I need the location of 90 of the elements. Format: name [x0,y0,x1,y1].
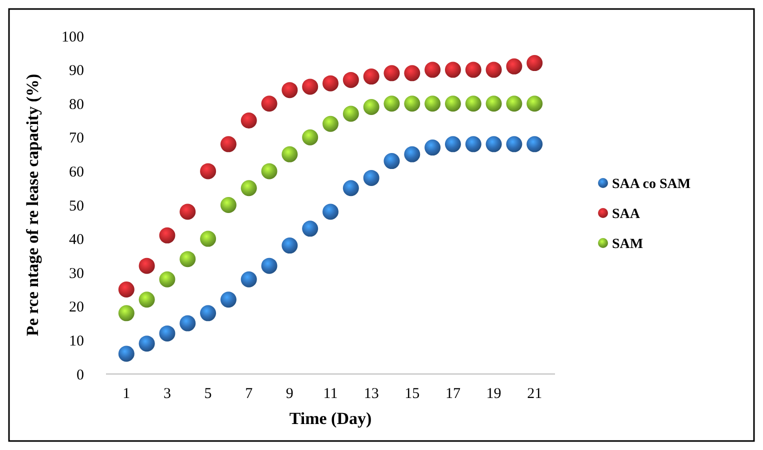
point [180,315,196,332]
point [404,146,420,162]
point [240,112,257,128]
point [465,96,482,112]
point [342,106,359,122]
point [363,68,380,85]
point [486,136,502,152]
x-tick-label: 1 [122,386,130,402]
point [180,204,196,220]
point [159,227,176,244]
point [363,170,380,186]
point [322,75,338,92]
point [506,136,522,152]
x-tick-label: 17 [445,386,461,402]
y-tick-label: 70 [69,130,84,147]
y-tick-label: 100 [62,29,84,46]
point [118,305,134,322]
point [261,258,278,274]
point [159,271,176,288]
y-tick-label: 50 [69,198,84,214]
point [138,258,155,274]
x-tick-label: 3 [163,386,171,402]
x-axis-title: Time (Day) [289,409,372,428]
point [526,55,543,72]
point [322,116,338,132]
point [200,230,216,247]
point [486,96,502,112]
point [220,292,236,308]
x-tick-label: 9 [286,386,294,402]
point [404,96,420,112]
point [424,140,441,156]
point [506,58,522,74]
point [261,96,278,112]
point [240,271,257,288]
point [180,251,196,268]
legend-label: SAA [612,206,641,222]
point [240,180,257,196]
point [138,336,155,352]
point [384,96,400,112]
point [282,238,298,254]
point [220,197,236,213]
x-tick-label: 13 [364,386,379,402]
x-tick-label: 7 [245,386,254,402]
x-tick-label: 19 [486,386,502,402]
point [282,146,298,162]
point [506,96,522,112]
point [444,96,461,112]
point [322,204,338,220]
point [138,292,155,308]
y-tick-label: 60 [69,164,84,180]
point [465,62,482,78]
point [220,136,236,152]
x-tick-label: 21 [527,386,542,402]
point [302,129,318,146]
point [363,98,380,115]
x-tick-label: 5 [204,386,212,402]
y-tick-label: 90 [69,63,84,80]
point [118,346,134,362]
y-tick-label: 40 [69,232,84,248]
legend-label: SAA co SAM [612,176,691,192]
point [302,220,318,237]
y-tick-label: 10 [69,333,84,350]
point [261,163,278,180]
point [526,136,543,152]
point [444,62,461,78]
y-axis-title: Pe rce ntage of re lease capacity (%) [23,74,42,336]
point [159,325,176,342]
point [302,78,318,95]
point [465,136,482,152]
legend-label: SAM [612,236,644,252]
y-tick-label: 0 [76,367,84,384]
point [486,62,502,78]
x-tick-label: 11 [323,386,338,402]
point [404,65,420,82]
point [342,180,359,196]
point [118,282,134,298]
point [424,62,441,78]
x-tick-label: 15 [404,386,420,402]
point [424,96,441,112]
point [384,153,400,170]
point [282,82,298,98]
y-tick-label: 80 [69,96,84,113]
point [444,136,461,152]
point [384,65,400,82]
point [200,305,216,322]
point [342,72,359,88]
y-tick-label: 30 [69,266,84,282]
y-tick-label: 20 [69,300,84,316]
point [200,163,216,180]
point [526,96,543,112]
